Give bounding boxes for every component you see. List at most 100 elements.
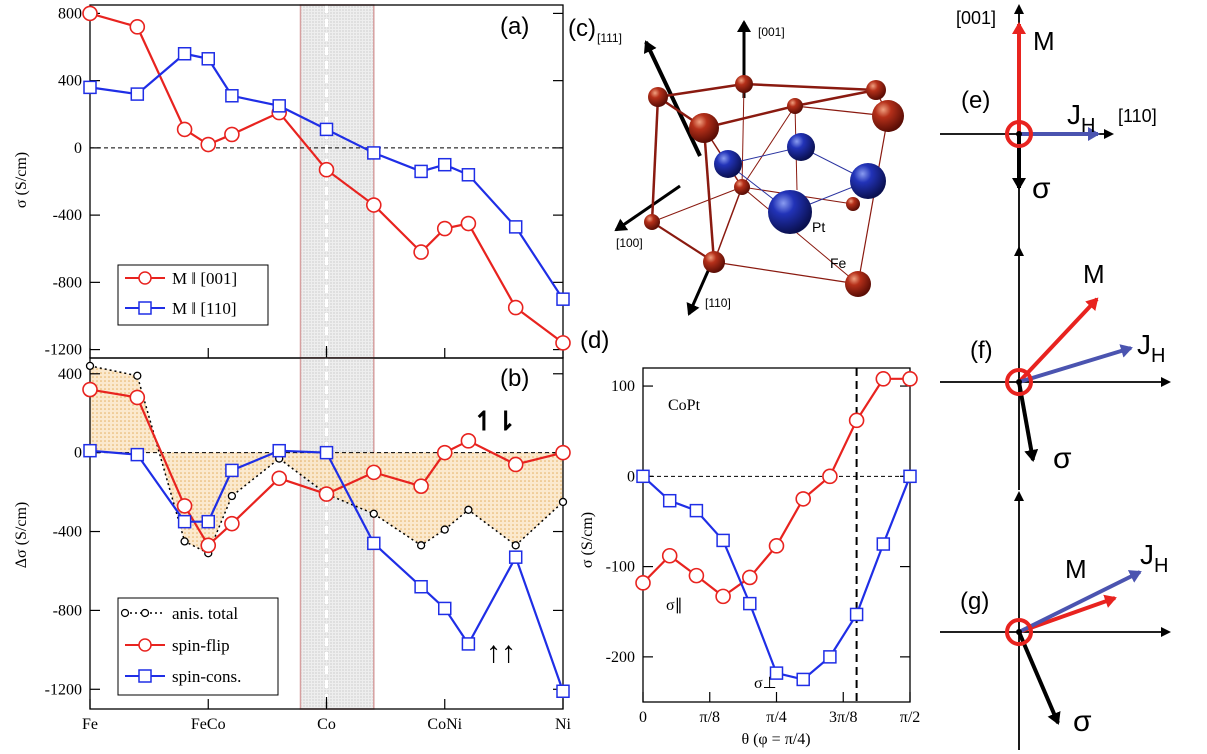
- g-jh-arrow: [1018, 570, 1142, 634]
- data-point-square: [225, 89, 239, 103]
- data-point-square: [876, 537, 891, 551]
- e-axis-up-label: [001]: [956, 8, 996, 28]
- shaded-region: [299, 357, 375, 710]
- data-point-circle: [365, 197, 382, 213]
- axis-111-arrow: [643, 40, 702, 157]
- pt-atom: [787, 133, 815, 161]
- data-point-circle: [82, 381, 98, 398]
- data-point-circle: [715, 588, 731, 605]
- pt-label: Pt: [812, 219, 825, 235]
- data-point-small: [511, 541, 520, 550]
- data-point-square: [201, 52, 215, 66]
- data-point-circle: [176, 498, 193, 514]
- x-tick-label: π/8: [699, 709, 720, 726]
- data-point-circle: [902, 371, 918, 387]
- data-point-square: [130, 447, 145, 462]
- data-point-square: [272, 443, 286, 458]
- data-point-square: [461, 637, 476, 651]
- data-point-circle: [848, 412, 865, 429]
- fe-atom: [644, 214, 660, 230]
- panel-b-label: (b): [500, 365, 529, 392]
- legend-marker-m001: [138, 271, 152, 285]
- panel-a-ylabel: σ (S/cm): [13, 152, 30, 208]
- e-origin-dot: [1016, 131, 1022, 137]
- data-point-circle: [413, 478, 429, 494]
- panel-d-frame: [642, 367, 911, 703]
- y-tick-label: 0: [74, 140, 82, 157]
- data-point-square: [272, 99, 286, 113]
- g-jh-label: JH: [1140, 539, 1168, 577]
- y-tick-label: -1200: [45, 681, 82, 698]
- x-tick-label: π/2: [900, 709, 921, 726]
- data-point-small: [180, 537, 189, 546]
- panel-d: (d) 100 0 -100 -200 0 π/8 π/4 3π/8 π/2 CoPt σ (S…: [579, 327, 920, 748]
- data-point-circle: [436, 220, 453, 237]
- data-point-circle: [768, 538, 785, 554]
- data-point-circle: [200, 136, 217, 153]
- x-tick-label: Ni: [555, 716, 572, 733]
- data-point-circle: [822, 468, 838, 485]
- panel-a-label: (a): [500, 13, 529, 40]
- data-point-circle: [795, 491, 812, 507]
- data-point-square: [556, 292, 570, 306]
- data-point-square: [367, 536, 381, 551]
- fe-atom: [787, 98, 803, 114]
- data-point-circle: [365, 464, 382, 481]
- data-point-circle: [129, 389, 146, 406]
- fe-atom: [845, 271, 871, 297]
- fe-label: Fe: [830, 255, 847, 271]
- data-point-square: [225, 463, 239, 478]
- series-line: [642, 475, 912, 681]
- panel-e-label: (e): [961, 87, 990, 114]
- axis-100-label: [100]: [616, 236, 643, 250]
- data-point-circle: [224, 126, 240, 143]
- legend-spin-cons: spin-cons.: [172, 667, 241, 686]
- x-tick-label: Co: [317, 716, 336, 733]
- e-m-label: M: [1033, 26, 1055, 56]
- fe-atom: [703, 251, 725, 273]
- data-point-square: [508, 550, 523, 564]
- legend-m110: M ‖ [110]: [172, 299, 237, 318]
- panel-d-ylabel: σ (S/cm): [579, 512, 596, 568]
- fe-atom: [648, 87, 668, 107]
- data-point-square: [201, 514, 215, 529]
- sigma-parallel-text: σ∥: [666, 597, 683, 614]
- y-tick-label: -1200: [45, 342, 82, 359]
- data-point-square: [367, 146, 381, 160]
- fe-atom: [735, 75, 753, 93]
- x-tick-label: 3π/8: [829, 709, 858, 726]
- panel-a-legend: M ‖ [001] M ‖ [110]: [117, 264, 269, 326]
- panel-c-crystal: (c) [111] [001] [100] [110]: [568, 15, 904, 316]
- pt-atom: [714, 150, 742, 178]
- data-point-circle: [224, 515, 240, 532]
- data-point-square: [438, 601, 452, 616]
- x-tick-label: 0: [639, 709, 647, 726]
- panel-e: [001] [110] M JH σ (e): [940, 4, 1157, 250]
- f-origin-marker: [1005, 368, 1033, 396]
- g-sigma-label: σ: [1073, 705, 1092, 738]
- data-point-circle: [741, 569, 758, 586]
- x-tick-label: π/4: [766, 709, 787, 726]
- g-origin-dot: [1016, 629, 1022, 635]
- x-tick-label: CoNi: [427, 716, 462, 733]
- f-m-label: M: [1083, 259, 1105, 289]
- axis-001-label: [001]: [758, 25, 785, 39]
- data-point-circle: [875, 371, 892, 387]
- legend-anis-total: anis. total: [172, 604, 238, 623]
- data-point-circle: [176, 121, 193, 138]
- data-point-square: [662, 493, 677, 508]
- data-point-small: [464, 505, 473, 514]
- fe-atom: [689, 113, 719, 143]
- sigma-parallel-label: σ∥: [666, 597, 683, 614]
- data-point-circle: [460, 433, 477, 449]
- data-point-square: [177, 46, 192, 61]
- data-point-square: [177, 514, 192, 529]
- data-point-circle: [635, 575, 651, 591]
- g-m-arrow: [1018, 594, 1117, 634]
- data-point-square: [319, 445, 334, 460]
- data-point-square: [556, 684, 570, 699]
- y-tick-label: -400: [53, 524, 82, 541]
- fe-atom: [872, 100, 904, 132]
- legend-marker-spin-cons: [138, 669, 152, 683]
- data-point-square: [414, 164, 428, 179]
